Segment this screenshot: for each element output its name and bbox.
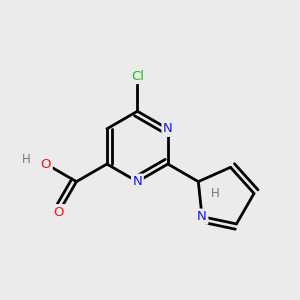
- Text: O: O: [54, 206, 64, 219]
- Text: N: N: [133, 175, 142, 188]
- Text: H: H: [211, 187, 220, 200]
- Text: N: N: [163, 122, 173, 135]
- Text: N: N: [197, 210, 207, 223]
- Text: H: H: [22, 153, 31, 166]
- Text: Cl: Cl: [131, 70, 144, 83]
- Text: O: O: [41, 158, 51, 170]
